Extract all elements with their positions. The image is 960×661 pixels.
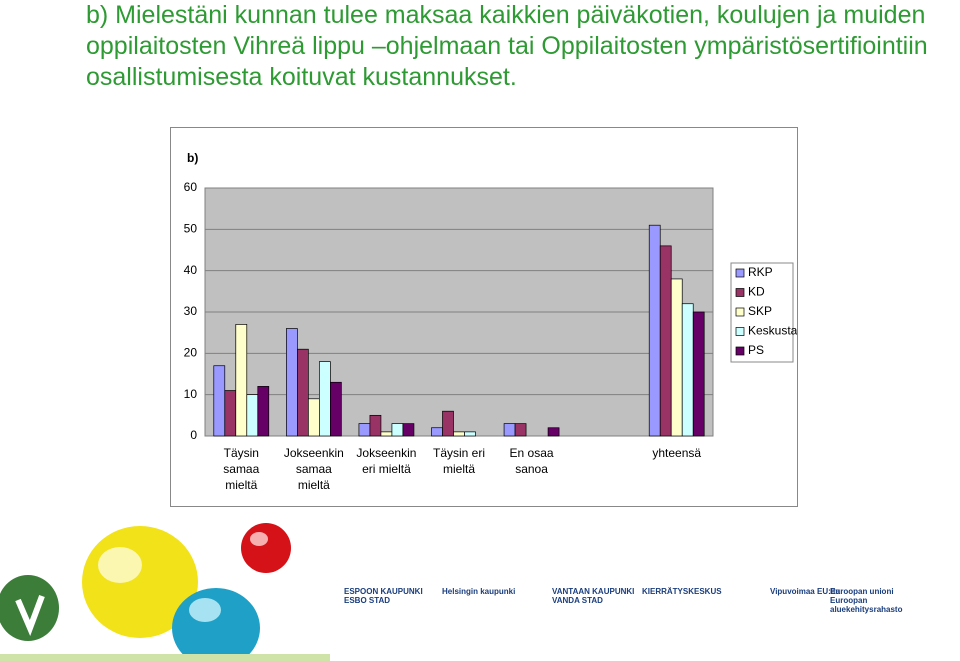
bar xyxy=(503,423,516,437)
ball-shine xyxy=(98,547,142,583)
x-tick-label: Täysin eri mieltä xyxy=(432,446,485,476)
x-tick-label: yhteensä xyxy=(652,446,702,460)
bar xyxy=(514,423,527,437)
x-tick-label: Jokseenkin samaa mieltä xyxy=(283,446,344,492)
ball xyxy=(0,575,59,641)
y-tick-label: 50 xyxy=(184,222,198,236)
legend-label: KD xyxy=(748,285,765,299)
bar xyxy=(402,423,415,437)
bar xyxy=(380,431,393,437)
bar xyxy=(391,423,404,437)
bar xyxy=(547,427,560,437)
ball-shine xyxy=(250,532,268,546)
legend-swatch xyxy=(735,268,745,278)
bar xyxy=(369,414,382,437)
bar xyxy=(442,410,454,437)
y-tick-label: 30 xyxy=(184,304,198,318)
bar xyxy=(257,386,270,437)
y-tick-label: 20 xyxy=(184,346,198,360)
bar xyxy=(648,224,661,437)
legend-label: Keskusta xyxy=(748,324,797,338)
bar xyxy=(681,303,694,437)
logo: VANTAAN KAUPUNKI VANDA STAD xyxy=(552,587,635,605)
bar xyxy=(659,245,672,437)
chart: b) 0 10 20 30 40 50 60 RKP KD SKP Keskusta PS Täysi… xyxy=(170,127,798,507)
legend-swatch xyxy=(735,327,745,336)
logo: Euroopan unioni Euroopan aluekehitysraha… xyxy=(830,587,903,614)
y-tick-label: 40 xyxy=(184,263,198,277)
logo: Vipuvoimaa EU:lta xyxy=(770,587,841,596)
legend-swatch xyxy=(735,346,745,356)
bar xyxy=(330,381,342,437)
x-tick-label: En osaa sanoa xyxy=(509,446,554,476)
slide-title: b) Mielestäni kunnan tulee maksaa kaikki… xyxy=(86,1,928,91)
ball-shine xyxy=(189,598,221,622)
bar xyxy=(358,423,371,437)
legend-swatch xyxy=(735,307,745,317)
legend-label: PS xyxy=(748,343,764,357)
x-tick-label: Täysin samaa mieltä xyxy=(223,446,260,492)
legend-label: SKP xyxy=(748,304,772,318)
x-tick-label: Jokseenkin eri mieltä xyxy=(356,446,417,476)
ball xyxy=(241,523,291,573)
logo: Helsingin kaupunki xyxy=(442,587,516,596)
footer-band xyxy=(0,654,330,661)
logos: ESPOON KAUPUNKI ESBO STAD Helsingin kaupu… xyxy=(330,575,950,625)
bar xyxy=(692,311,705,437)
decoration xyxy=(0,523,330,661)
y-tick-label: 0 xyxy=(190,428,197,442)
y-tick-label: 10 xyxy=(184,387,198,401)
chart-svg: b) 0 10 20 30 40 50 60 RKP KD SKP Keskusta PS xyxy=(184,151,797,442)
bar xyxy=(297,348,309,437)
bar xyxy=(431,427,443,437)
logo: KIERRÄTYSKESKUS xyxy=(642,587,722,596)
bar xyxy=(235,324,248,437)
logo: ESPOON KAUPUNKI ESBO STAD xyxy=(344,587,423,605)
chart-title: b) xyxy=(187,151,198,165)
y-tick-label: 60 xyxy=(184,180,198,194)
bar xyxy=(670,278,683,437)
bar xyxy=(464,431,476,437)
legend-swatch xyxy=(735,288,745,297)
legend-label: RKP xyxy=(748,265,773,279)
bar xyxy=(453,431,465,437)
logo-mark xyxy=(15,594,45,637)
